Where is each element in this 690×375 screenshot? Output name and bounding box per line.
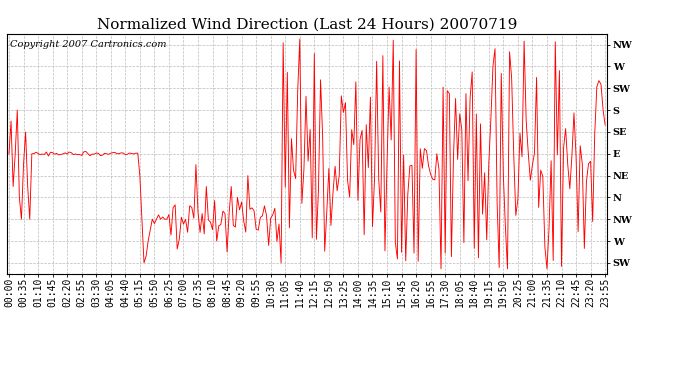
Text: Copyright 2007 Cartronics.com: Copyright 2007 Cartronics.com <box>10 40 166 49</box>
Title: Normalized Wind Direction (Last 24 Hours) 20070719: Normalized Wind Direction (Last 24 Hours… <box>97 17 518 31</box>
